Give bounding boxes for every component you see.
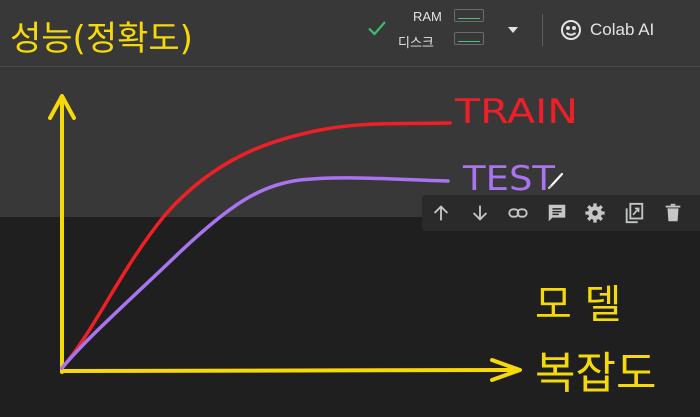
check-icon — [368, 21, 386, 36]
move-up-button[interactable] — [430, 201, 452, 225]
arrow-down-icon — [472, 205, 487, 221]
move-down-button[interactable] — [469, 201, 491, 225]
colab-header: RAM 디스크 Colab AI — [0, 0, 700, 66]
chevron-down-icon[interactable] — [505, 24, 521, 36]
arrow-up-icon — [433, 205, 449, 221]
header-divider — [0, 66, 700, 67]
divider — [542, 14, 543, 46]
disk-meter[interactable] — [454, 32, 484, 45]
mirror-cell-button[interactable] — [623, 201, 645, 225]
add-comment-button[interactable] — [546, 201, 568, 225]
colab-ai-icon — [561, 20, 581, 40]
ram-label: RAM — [413, 9, 442, 24]
settings-button[interactable] — [584, 201, 606, 225]
disk-label: 디스크 — [398, 35, 434, 50]
cell-toolbar — [422, 195, 700, 231]
trash-icon — [665, 203, 680, 222]
colab-ai-label: Colab AI — [590, 20, 655, 39]
colab-ai-button[interactable]: Colab AI — [560, 14, 654, 46]
mirror-cell-icon — [625, 202, 644, 224]
delete-cell-button[interactable] — [661, 201, 683, 225]
copy-link-button[interactable] — [507, 201, 529, 225]
ram-meter[interactable] — [454, 9, 484, 22]
notebook-lower-area[interactable] — [0, 217, 700, 417]
link-icon — [508, 208, 528, 218]
comment-icon — [548, 204, 566, 222]
gear-icon — [585, 203, 605, 223]
